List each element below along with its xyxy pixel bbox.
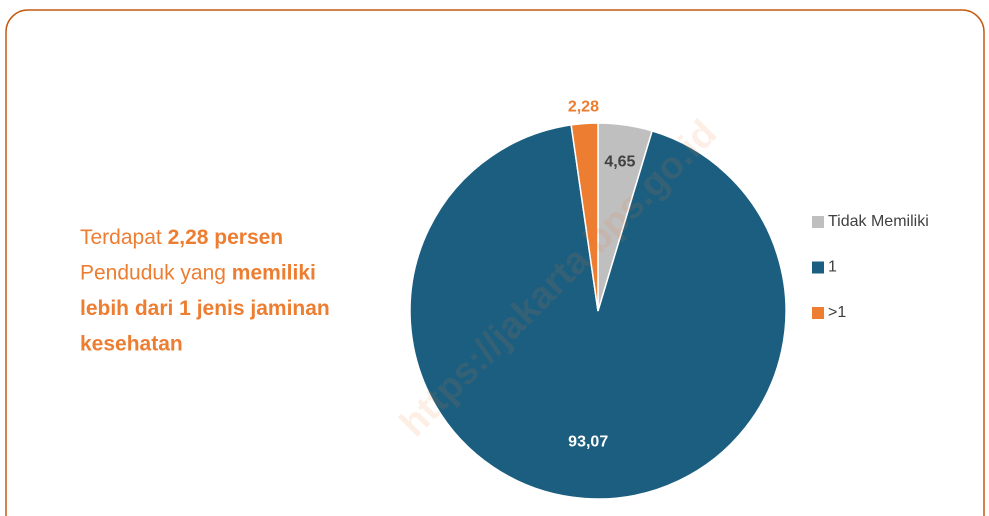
- annotation-text: 2,28 persen: [168, 226, 284, 249]
- annotation-line: kesehatan: [80, 332, 183, 355]
- annotation-text: memiliki: [232, 261, 316, 284]
- pie: 4,65 93,07 2,28: [409, 99, 787, 500]
- legend-swatch: [812, 261, 824, 274]
- annotation-text: lebih dari 1 jenis jaminan: [80, 297, 330, 320]
- annotation-text: kesehatan: [80, 332, 183, 355]
- annotation-line: Terdapat 2,28 persen: [80, 226, 283, 249]
- annotation-text: Penduduk yang: [80, 261, 232, 284]
- data-label: 93,07: [568, 433, 608, 450]
- legend-label: >1: [828, 304, 846, 321]
- legend-swatch: [812, 307, 824, 319]
- legend-label: 1: [828, 259, 837, 276]
- legend-swatch: [812, 216, 824, 228]
- legend-label: Tidak Memiliki: [828, 213, 929, 230]
- annotation-text: Terdapat: [80, 226, 168, 249]
- pie-slice: [570, 122, 599, 312]
- annotation-line: lebih dari 1 jenis jaminan: [80, 297, 330, 320]
- data-label: 2,28: [568, 99, 599, 116]
- pie-slice: [409, 124, 787, 500]
- annotation-line: Penduduk yang memiliki: [80, 261, 316, 284]
- data-label: 4,65: [604, 153, 635, 170]
